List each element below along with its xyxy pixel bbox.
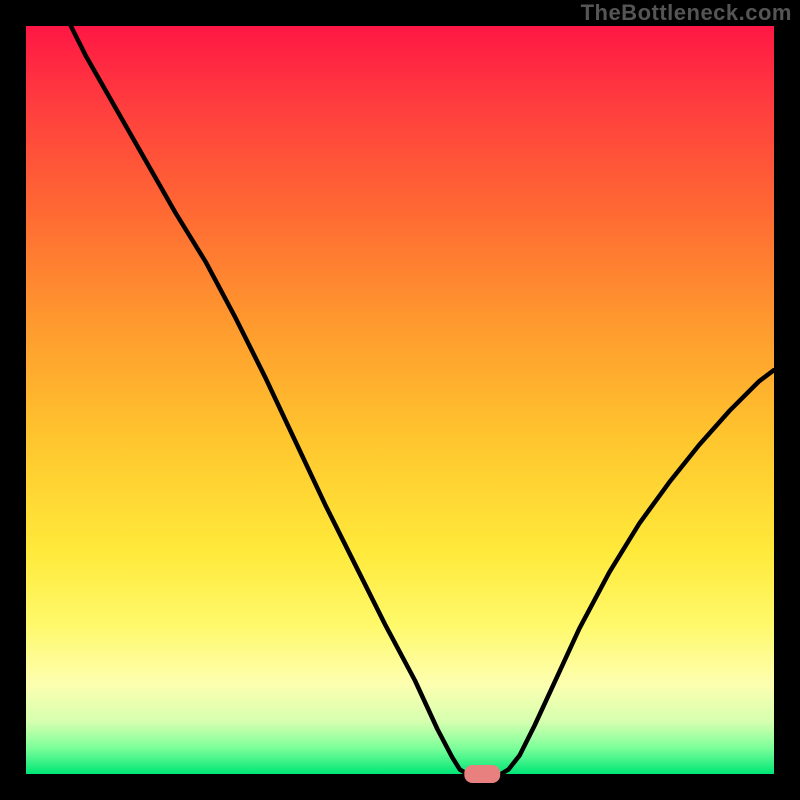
chart-plot-area [26, 26, 774, 774]
watermark-text: TheBottleneck.com [581, 0, 792, 26]
bottleneck-gradient-chart [0, 0, 800, 800]
optimal-point-marker [464, 765, 500, 783]
